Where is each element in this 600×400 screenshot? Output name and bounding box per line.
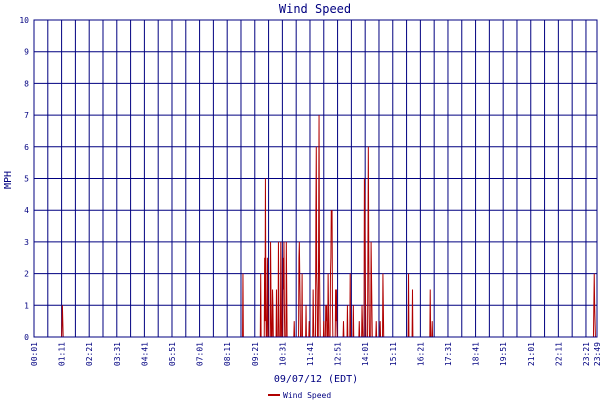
x-tick-label: 09:21 [251,342,260,366]
x-tick-label: 03:31 [113,342,122,366]
y-tick-label: 8 [24,79,29,88]
chart-title: Wind Speed [279,2,351,16]
x-tick-label: 07:01 [196,342,205,366]
legend-label: Wind Speed [283,391,331,400]
y-axis-label: MPH [3,171,14,189]
y-tick-labels: 0 1 2 3 4 5 6 7 8 9 10 [19,16,29,342]
y-tick-label: 5 [24,175,29,184]
y-tick-label: 1 [24,301,29,310]
plot-frame [33,19,598,338]
y-tick-label: 10 [19,16,29,25]
y-tick-label: 6 [24,143,29,152]
y-tick-label: 3 [24,238,29,247]
x-axis-label: 09/07/12 (EDT) [274,374,358,385]
x-tick-label: 12:51 [334,342,343,366]
x-tick-label: 19:51 [499,342,508,366]
x-tick-label: 14:01 [361,342,370,366]
x-tick-label: 05:51 [168,342,177,366]
x-tick-label: 22:11 [554,342,563,366]
x-tick-label: 02:21 [85,342,94,366]
y-tick-label: 0 [24,333,29,342]
y-tick-label: 9 [24,48,29,57]
x-tick-label: 01:11 [58,342,67,366]
x-tick-label: 04:41 [140,342,149,366]
y-tick-label: 4 [24,206,29,215]
x-tick-label: 10:31 [278,342,287,366]
x-tick-label: 18:41 [472,342,481,366]
x-tick-label: 11:41 [306,342,315,366]
x-tick-label: 17:31 [444,342,453,366]
x-tick-label: 16:21 [416,342,425,366]
legend: Wind Speed [268,391,331,400]
x-tick-labels: 00:01 01:11 02:21 03:31 04:41 05:51 07:01 08:11… [30,342,600,366]
x-tick-label: 08:11 [223,342,232,366]
y-tick-label: 7 [24,111,29,120]
x-tick-label: 23:49 [593,342,600,366]
y-tick-label: 2 [24,270,29,279]
x-tick-label: 15:11 [389,342,398,366]
x-tick-label: 21:01 [527,342,536,366]
x-tick-label: 23:21 [582,342,591,366]
x-tick-label: 00:01 [30,342,39,366]
